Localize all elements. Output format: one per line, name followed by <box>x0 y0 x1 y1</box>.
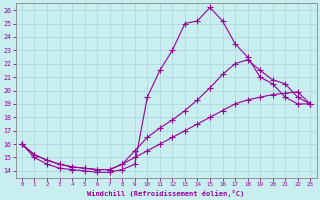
X-axis label: Windchill (Refroidissement éolien,°C): Windchill (Refroidissement éolien,°C) <box>87 190 245 197</box>
